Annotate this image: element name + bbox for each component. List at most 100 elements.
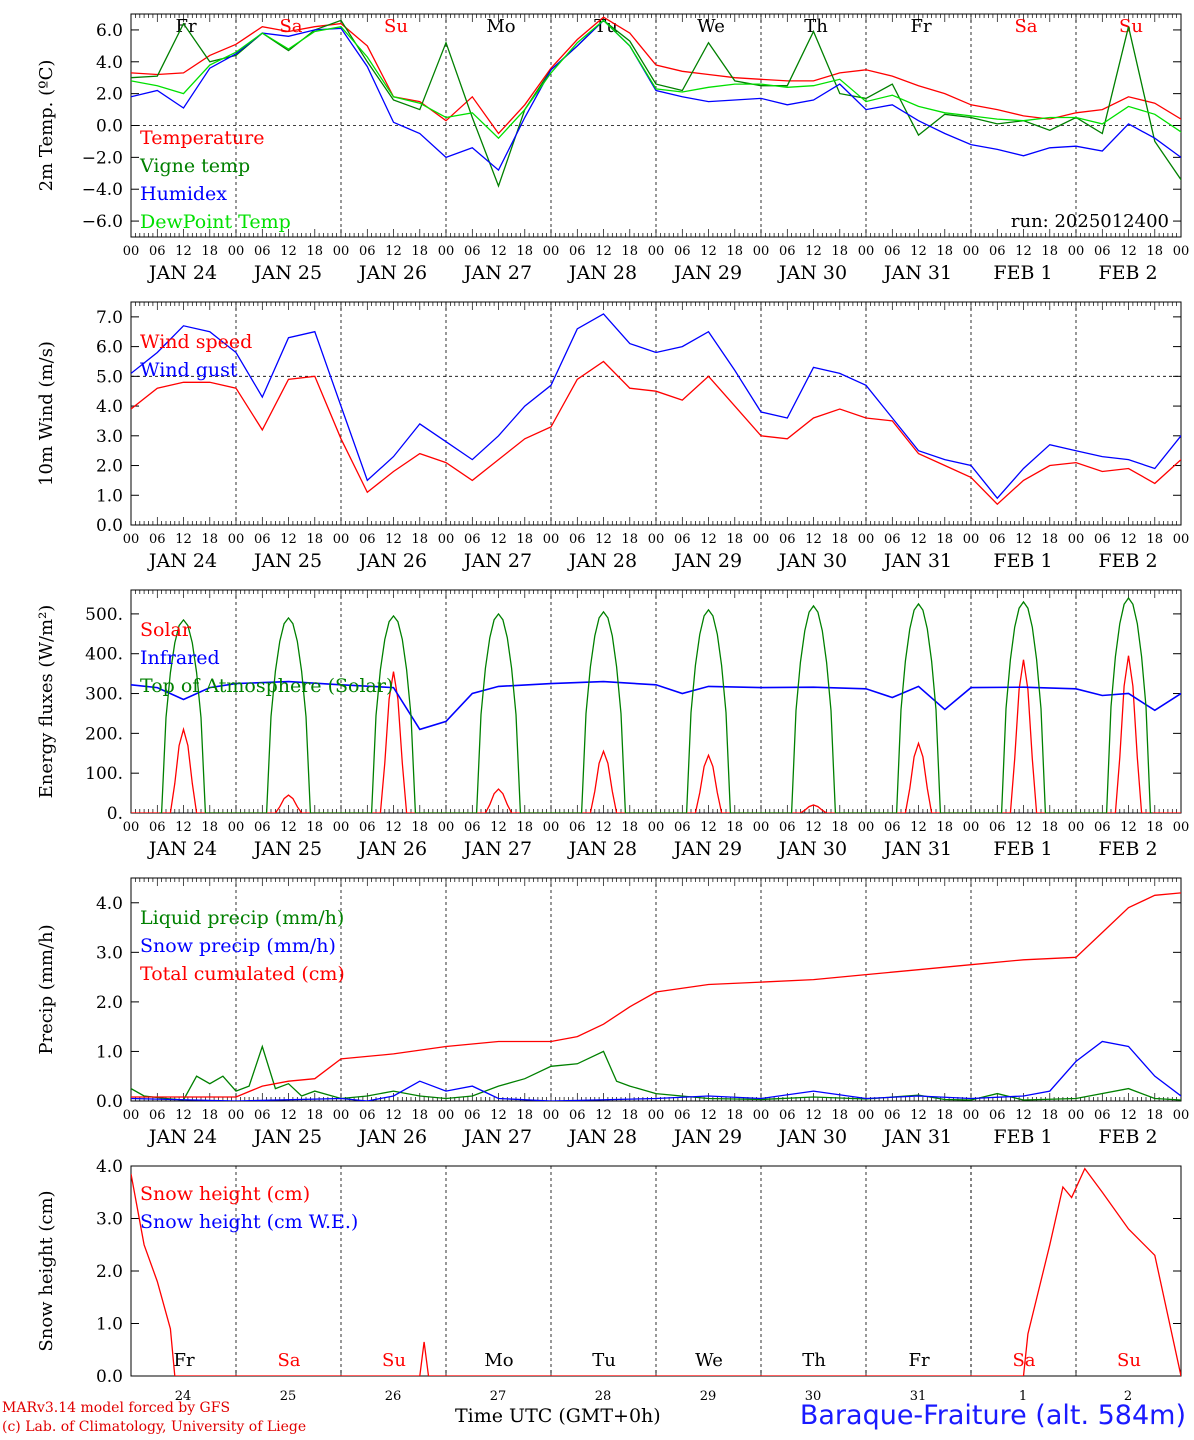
series-layer — [131, 1167, 1181, 1376]
day-number-label: 31 — [910, 1389, 927, 1404]
date-label: JAN 30 — [777, 262, 847, 284]
hour-label: 18 — [936, 532, 953, 547]
series-layer — [131, 16, 1181, 188]
hour-label: 06 — [1094, 244, 1111, 259]
credit-line-1: MARv3.14 model forced by GFS — [2, 1400, 231, 1416]
hour-label: 06 — [149, 820, 166, 835]
hour-label: 00 — [333, 532, 350, 547]
day-number-label: 25 — [280, 1389, 297, 1404]
hour-label: 00 — [648, 532, 665, 547]
hour-label: 18 — [1041, 820, 1058, 835]
hour-label: 00 — [963, 820, 980, 835]
hour-label: 18 — [411, 820, 428, 835]
weekday-label: We — [695, 1350, 723, 1371]
panel-4: 4.0 3.0 2.0 1.0 0.0 Precip (mm/h) 00 06 12 18 JAN … — [36, 877, 1190, 1148]
series-line-wind-gust — [131, 313, 1181, 500]
weekday-label: Su — [1117, 1350, 1141, 1371]
hour-label: 06 — [779, 532, 796, 547]
hour-label: 00 — [1068, 532, 1085, 547]
date-label: FEB 1 — [993, 838, 1052, 860]
hour-label: 18 — [936, 1108, 953, 1123]
y-tick-label: 400. — [85, 645, 123, 665]
date-label: JAN 27 — [462, 262, 532, 284]
weekday-label: Tu — [594, 16, 618, 37]
hour-label: 06 — [989, 244, 1006, 259]
series-line-temperature — [131, 16, 1181, 135]
date-label: JAN 29 — [672, 838, 742, 860]
legend-entry: Liquid precip (mm/h) — [140, 907, 344, 929]
date-label: JAN 27 — [462, 838, 532, 860]
hour-label: 00 — [543, 1108, 560, 1123]
date-label: JAN 24 — [147, 262, 217, 284]
hour-label: 00 — [963, 532, 980, 547]
series-line-infrared — [131, 680, 1181, 731]
date-label: JAN 31 — [882, 550, 952, 572]
hour-label: 00 — [228, 820, 245, 835]
hour-label: 06 — [359, 532, 376, 547]
hour-label: 12 — [1120, 820, 1137, 835]
y-tick-label: 2.0 — [96, 1262, 123, 1282]
date-label: FEB 1 — [993, 262, 1052, 284]
hour-label: 00 — [963, 1108, 980, 1123]
hour-label: 12 — [175, 820, 192, 835]
hour-label: 18 — [726, 820, 743, 835]
hour-label: 12 — [700, 820, 717, 835]
weekday-label: Su — [384, 16, 408, 37]
hour-label: 18 — [201, 820, 218, 835]
hour-label: 18 — [1146, 820, 1163, 835]
hour-label: 12 — [385, 244, 402, 259]
legend-entry: Temperature — [140, 127, 264, 149]
hour-label: 06 — [989, 820, 1006, 835]
hour-label: 18 — [411, 532, 428, 547]
hour-label: 06 — [254, 532, 271, 547]
hour-label: 06 — [254, 820, 271, 835]
y-tick-label: 1.0 — [96, 1042, 123, 1062]
hour-label: 12 — [175, 532, 192, 547]
y-tick-label: 4.0 — [96, 894, 123, 914]
hour-label: 18 — [516, 820, 533, 835]
y-tick-label: 100. — [85, 764, 123, 784]
hour-label: 00 — [123, 244, 140, 259]
hour-label: 00 — [753, 820, 770, 835]
hour-label: 00 — [1068, 820, 1085, 835]
hour-label: 18 — [726, 1108, 743, 1123]
hour-label: 18 — [831, 244, 848, 259]
hour-label: 18 — [306, 244, 323, 259]
hour-label: 18 — [1041, 244, 1058, 259]
weekday-label: Tu — [592, 1350, 616, 1371]
y-tick-label: 4.0 — [96, 1157, 123, 1177]
series-line-total-cumulated-cm- — [131, 892, 1181, 1098]
day-number-label: 27 — [490, 1389, 507, 1404]
date-label: FEB 1 — [993, 1126, 1052, 1148]
y-tick-label: 0.0 — [96, 1092, 123, 1112]
hour-label: 12 — [385, 532, 402, 547]
date-label: JAN 30 — [777, 550, 847, 572]
hour-label: 00 — [333, 820, 350, 835]
y-tick-label: 0.0 — [96, 1367, 123, 1387]
date-label: JAN 26 — [357, 550, 427, 572]
date-label: JAN 29 — [672, 550, 742, 572]
date-label: JAN 27 — [462, 550, 532, 572]
weekday-label: Sa — [279, 16, 302, 37]
hour-label: 00 — [1173, 1108, 1190, 1123]
hour-label: 06 — [779, 1108, 796, 1123]
hour-label: 12 — [1015, 820, 1032, 835]
y-tick-label: −4.0 — [82, 180, 123, 200]
hour-label: 00 — [123, 820, 140, 835]
series-line-snow-precip-mm-h- — [131, 1040, 1181, 1101]
date-label: JAN 27 — [462, 1126, 532, 1148]
hour-label: 06 — [884, 244, 901, 259]
hour-label: 18 — [831, 1108, 848, 1123]
hour-label: 06 — [989, 532, 1006, 547]
day-number-label: 1 — [1019, 1389, 1027, 1404]
hour-label: 12 — [595, 532, 612, 547]
hour-label: 12 — [595, 244, 612, 259]
hour-label: 06 — [674, 820, 691, 835]
hour-label: 06 — [1094, 820, 1111, 835]
y-tick-label: 1.0 — [96, 486, 123, 506]
hour-label: 00 — [753, 244, 770, 259]
hour-label: 18 — [201, 1108, 218, 1123]
hour-label: 12 — [1120, 532, 1137, 547]
hour-label: 12 — [910, 532, 927, 547]
